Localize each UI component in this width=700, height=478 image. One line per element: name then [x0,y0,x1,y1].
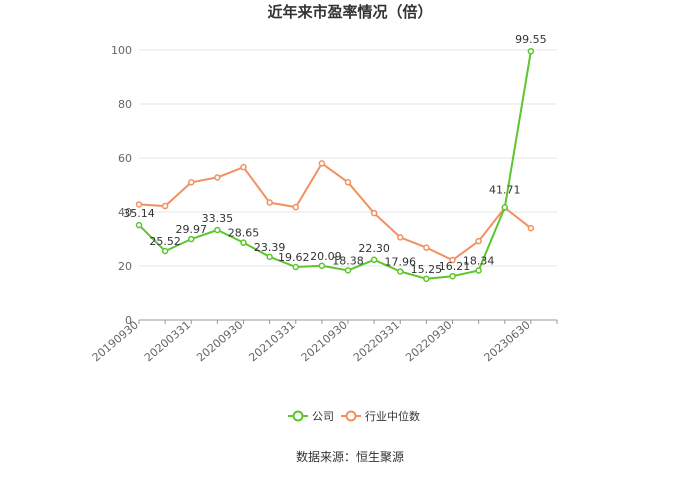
y-tick-label: 60 [118,152,132,165]
data-point [266,253,273,261]
data-point [397,234,404,241]
x-tick-label: 20210331 [246,318,297,364]
legend[interactable]: 公司 行业中位数 [288,409,420,423]
y-tick-label: 80 [118,98,132,111]
y-tick-label: 20 [118,260,132,273]
y-tick-label: 0 [125,314,132,327]
data-label: 16.21 [439,260,471,273]
data-point [344,179,352,186]
data-label: 99.55 [515,33,547,46]
data-label: 23.39 [254,241,286,254]
data-label: 35.14 [123,207,155,220]
data-point [214,174,221,181]
data-point [240,239,247,246]
series-line-0 [138,51,532,280]
data-label: 28.65 [228,227,260,240]
data-point [214,226,221,234]
data-point [292,203,299,211]
data-label: 29.97 [176,223,208,236]
data-point [135,201,143,208]
x-tick-label: 20220331 [351,318,402,364]
chart-title: 近年来市盈率情况（倍） [267,3,432,21]
data-label: 20.09 [310,250,342,263]
data-point [161,247,169,255]
data-point [292,263,299,271]
series [135,47,535,283]
data-point [318,160,326,167]
data-point [370,209,378,217]
data-point [135,221,143,229]
data-label: 15.25 [411,263,443,276]
y-tick-label: 100 [111,44,132,57]
data-label: 25.52 [149,235,181,248]
x-tick-label: 20210930 [299,318,350,364]
data-point [318,262,326,270]
legend-item-1[interactable]: 行业中位数 [341,409,420,423]
data-point [161,202,169,210]
data-point [344,267,352,274]
legend-label: 公司 [312,410,334,423]
series-line-1 [138,162,532,262]
source-note: 数据来源：恒生聚源 [296,449,404,464]
data-point [449,256,456,264]
data-point [527,47,535,55]
data-label: 17.96 [385,256,417,269]
data-point [423,244,430,251]
data-point [266,199,273,206]
legend-item-0[interactable]: 公司 [288,410,334,423]
x-tick-label: 20200331 [142,318,193,364]
data-point [527,224,535,232]
data-label: 41.71 [489,183,521,196]
data-point [397,268,404,275]
data-point [475,237,482,245]
data-point [501,204,508,211]
data-point [188,235,195,243]
legend-marker [345,410,357,422]
x-tick-label: 20220930 [403,318,454,364]
legend-label: 行业中位数 [365,409,420,423]
data-point [370,256,378,264]
x-tick-label: 20190930 [90,318,141,364]
data-point [240,163,247,171]
data-point [188,179,195,186]
y-tick-label: 40 [118,206,132,219]
legend-marker [292,410,304,422]
data-label: 19.62 [278,251,310,264]
data-label: 18.38 [332,254,364,267]
x-tick-label: 20200930 [194,318,245,364]
x-tick-label: 20230630 [482,318,533,364]
grid [139,49,557,267]
data-label: 22.30 [358,242,390,255]
data-point [423,275,430,283]
data-label: 33.35 [202,212,234,225]
data-point [449,272,456,280]
data-point [475,267,482,274]
data-label: 18.34 [463,254,495,267]
